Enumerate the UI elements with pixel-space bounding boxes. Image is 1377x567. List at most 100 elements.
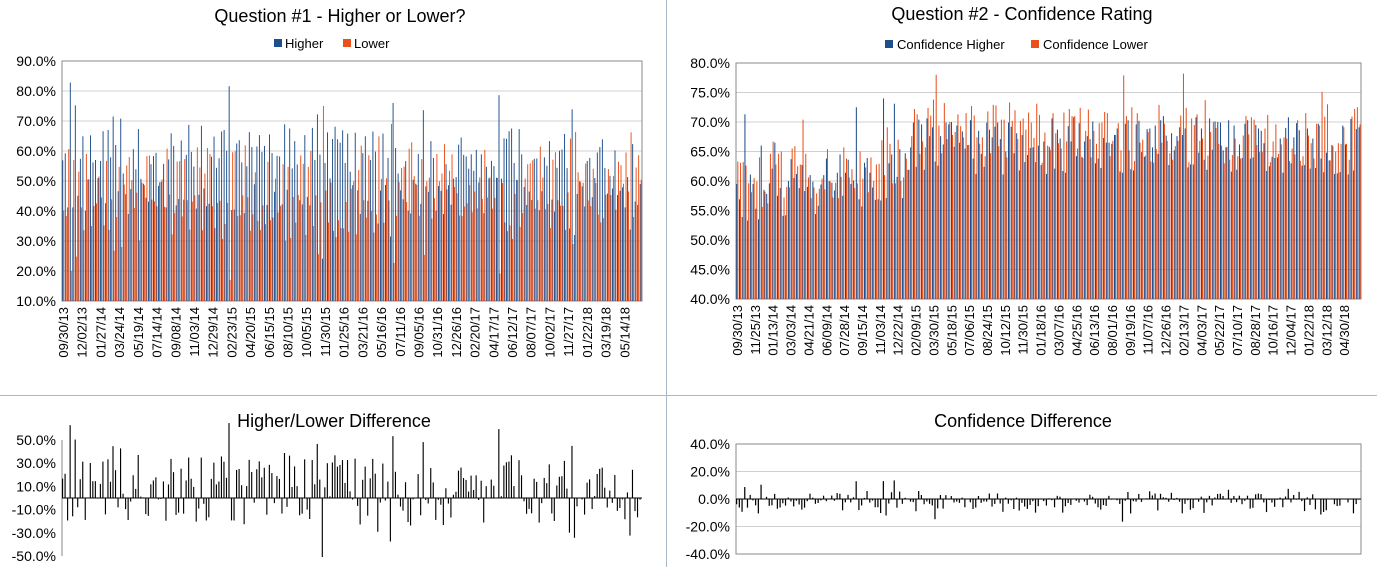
bar-higher — [853, 180, 855, 299]
bar-higher — [912, 122, 914, 299]
bar-difference — [420, 498, 422, 516]
bar-difference — [752, 499, 754, 501]
bar-difference — [631, 469, 634, 498]
bar-lower — [408, 148, 410, 301]
bar-lower — [862, 178, 864, 299]
bar-lower — [957, 114, 959, 299]
x-tick-label: 05/19/14 — [131, 307, 146, 358]
bar-difference — [768, 499, 770, 506]
bar-lower — [252, 214, 254, 301]
bar-higher — [160, 181, 162, 301]
bar-lower — [894, 183, 896, 299]
x-tick-label: 03/12/18 — [1319, 305, 1334, 356]
bar-lower — [411, 142, 413, 301]
bar-difference — [1214, 497, 1216, 499]
bar-higher — [1008, 122, 1010, 299]
bar-lower — [396, 215, 398, 301]
bar-higher — [125, 194, 127, 301]
bar-difference — [354, 458, 356, 498]
bar-lower — [1305, 113, 1307, 300]
bar-higher — [594, 178, 596, 301]
x-tick-label: 10/31/16 — [430, 307, 445, 358]
x-tick-label: 01/22/18 — [1301, 305, 1316, 356]
bar-lower — [1139, 142, 1141, 299]
bar-difference — [543, 477, 545, 498]
bar-difference — [442, 498, 444, 526]
bar-lower — [181, 216, 183, 301]
bar-difference — [576, 498, 578, 507]
bar-higher — [637, 205, 639, 301]
bar-difference — [817, 499, 819, 503]
bar-difference — [776, 499, 778, 509]
bar-higher — [84, 210, 86, 301]
bar-difference — [594, 496, 596, 498]
bar-lower — [449, 170, 450, 301]
bar-higher — [319, 154, 321, 301]
bar-lower — [938, 125, 940, 299]
bar-difference — [304, 459, 306, 498]
bar-difference — [404, 482, 407, 498]
bar-higher — [77, 195, 79, 301]
bar-lower — [297, 195, 299, 301]
bar-lower — [960, 126, 962, 299]
bar-higher — [448, 185, 450, 301]
bar-difference — [988, 493, 990, 499]
y-tick-label: 70.0% — [690, 114, 730, 130]
bar-lower — [867, 192, 869, 299]
bar-difference — [1173, 499, 1175, 500]
bar-higher — [1141, 152, 1143, 299]
bar-difference — [996, 493, 999, 499]
bar-difference — [1154, 493, 1156, 499]
bar-higher — [601, 139, 603, 301]
bar-difference — [926, 499, 928, 502]
bar-higher — [379, 190, 381, 301]
bar-higher — [1247, 120, 1249, 299]
bar-higher — [1241, 157, 1243, 299]
bar-difference — [316, 443, 318, 498]
bar-higher — [796, 173, 798, 299]
bar-lower — [1329, 160, 1331, 299]
bar-lower — [1299, 160, 1301, 299]
bar-higher — [321, 258, 323, 301]
bar-higher — [910, 147, 912, 299]
x-tick-label: 02/09/15 — [909, 305, 924, 356]
bar-difference — [422, 442, 424, 498]
bar-difference — [763, 498, 765, 500]
bar-difference — [309, 498, 311, 519]
bar-difference — [885, 499, 887, 516]
bar-difference — [1195, 499, 1197, 500]
bar-higher — [455, 177, 457, 301]
bar-difference — [248, 459, 250, 498]
bar-higher — [147, 201, 149, 301]
bar-difference — [107, 459, 109, 498]
bar-higher — [420, 203, 422, 301]
bar-higher — [97, 178, 99, 301]
bar-difference — [1132, 499, 1134, 502]
bar-higher — [74, 105, 76, 302]
bar-lower — [1337, 143, 1339, 299]
bar-higher — [1154, 125, 1156, 299]
bar-difference — [1029, 499, 1031, 505]
bar-lower — [1142, 139, 1144, 299]
bar-higher — [738, 199, 741, 299]
bar-difference — [286, 498, 288, 507]
bar-lower — [971, 106, 973, 299]
bar-difference — [806, 499, 808, 502]
bar-lower — [1307, 135, 1309, 299]
bar-lower — [1272, 141, 1274, 299]
bar-higher — [1312, 138, 1314, 299]
bar-difference — [157, 498, 159, 500]
bar-difference — [326, 463, 328, 498]
bar-lower — [522, 213, 524, 301]
bar-lower — [517, 180, 519, 301]
bar-lower — [421, 159, 423, 301]
bar-lower — [1134, 160, 1136, 299]
bar-difference — [397, 494, 399, 498]
bar-higher — [1171, 133, 1173, 299]
y-tick-label: -30.0% — [12, 525, 56, 541]
bar-higher — [1021, 134, 1023, 299]
bar-lower — [176, 161, 178, 301]
bar-lower — [496, 178, 498, 301]
bar-difference — [150, 484, 152, 498]
bar-lower — [1115, 134, 1117, 299]
